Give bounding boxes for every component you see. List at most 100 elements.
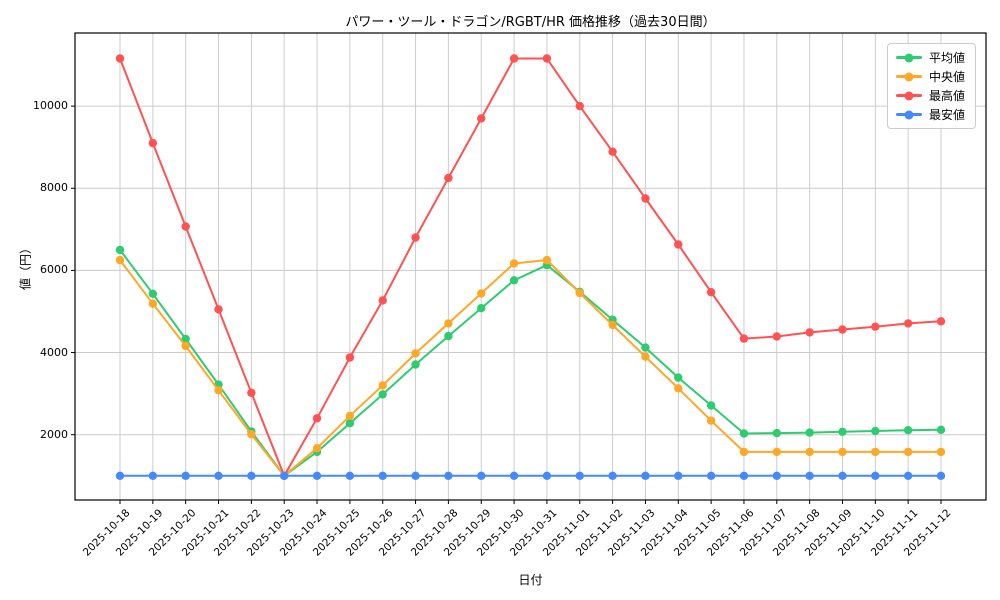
series-line	[119, 57, 942, 479]
data-point-marker	[674, 384, 683, 393]
data-point-marker	[411, 360, 420, 369]
data-point-marker	[345, 411, 355, 420]
data-point-marker	[575, 288, 584, 298]
data-point-marker	[936, 471, 946, 480]
data-point-marker	[936, 425, 946, 434]
data-point-marker	[641, 194, 650, 203]
data-point-marker	[838, 447, 847, 457]
data-point-marker	[706, 471, 716, 480]
y-tick-label: 8000	[40, 181, 68, 195]
data-point-marker	[608, 471, 617, 480]
data-point-marker	[247, 388, 256, 397]
data-point-marker	[312, 444, 322, 453]
data-point-marker	[838, 427, 847, 436]
data-point-marker	[214, 471, 223, 480]
data-point-marker	[148, 299, 158, 308]
data-point-marker	[181, 222, 190, 231]
data-point-marker	[608, 147, 617, 156]
data-point-marker	[115, 245, 125, 255]
data-point-marker	[378, 296, 387, 305]
axes-frame	[74, 32, 987, 501]
data-point-marker	[739, 429, 749, 438]
data-point-marker	[871, 471, 880, 480]
data-point-marker	[378, 381, 387, 390]
series-line	[119, 259, 941, 478]
data-point-marker	[477, 114, 486, 123]
data-point-marker	[411, 349, 420, 358]
data-point-marker	[444, 173, 453, 183]
data-point-marker	[148, 289, 158, 298]
data-point-marker	[739, 471, 749, 480]
data-point-marker	[871, 322, 880, 331]
data-point-marker	[674, 240, 683, 249]
data-point-marker	[772, 428, 781, 438]
legend-line-marker-icon	[896, 91, 922, 100]
legend-label: 平均値	[929, 51, 966, 65]
legend-item: 平均値	[896, 50, 965, 65]
legend-label: 最安値	[929, 108, 966, 122]
data-point-marker	[312, 471, 322, 480]
data-point-marker	[805, 428, 814, 437]
data-point-marker	[641, 352, 650, 361]
data-point-marker	[739, 334, 749, 343]
data-point-marker	[575, 101, 584, 111]
data-point-marker	[903, 319, 913, 328]
x-axis-label: 日付	[518, 573, 543, 587]
data-point-marker	[214, 386, 223, 395]
y-tick-label: 10000	[33, 99, 68, 113]
y-tick-label: 6000	[40, 263, 68, 277]
data-point-marker	[345, 419, 355, 428]
data-point-marker	[641, 471, 650, 480]
data-point-marker	[444, 471, 453, 480]
data-point-marker	[509, 276, 519, 285]
data-point-marker	[509, 471, 519, 480]
data-point-marker	[903, 426, 913, 435]
data-point-marker	[706, 288, 716, 297]
data-point-marker	[345, 471, 355, 480]
data-point-marker	[115, 54, 125, 63]
data-point-marker	[772, 471, 781, 480]
data-point-marker	[181, 341, 190, 351]
chart-title: パワー・ツール・ドラゴン/RGBT/HR 価格推移（過去30日間）	[345, 15, 716, 30]
data-point-marker	[477, 289, 486, 298]
data-point-marker	[936, 447, 946, 457]
data-point-marker	[378, 390, 387, 399]
data-point-marker	[739, 447, 749, 457]
legend-label: 中央値	[929, 70, 966, 84]
data-point-marker	[411, 233, 420, 242]
data-point-marker	[542, 471, 552, 480]
data-point-marker	[706, 416, 716, 425]
data-point-marker	[115, 255, 125, 265]
data-point-marker	[312, 414, 322, 423]
data-point-marker	[148, 138, 158, 148]
legend-line-marker-icon	[896, 72, 922, 81]
data-point-marker	[214, 305, 223, 314]
data-point-marker	[871, 447, 880, 457]
data-point-marker	[805, 471, 814, 480]
data-point-marker	[772, 332, 781, 341]
legend-label: 最高値	[929, 89, 966, 103]
data-point-marker	[247, 471, 256, 480]
data-point-marker	[509, 259, 519, 268]
legend: 平均値中央値最高値最安値	[887, 43, 977, 129]
data-point-marker	[674, 373, 683, 382]
legend-dot-icon	[904, 91, 914, 100]
data-point-marker	[838, 325, 847, 334]
data-point-marker	[378, 471, 387, 480]
data-point-marker	[575, 471, 584, 480]
data-point-marker	[148, 471, 158, 480]
legend-item: 中央値	[896, 69, 965, 84]
data-point-marker	[903, 447, 913, 457]
data-point-marker	[542, 255, 552, 265]
data-point-marker	[247, 430, 256, 439]
data-point-marker	[509, 54, 519, 63]
y-tick-label: 2000	[40, 427, 68, 441]
data-point-marker	[444, 319, 453, 328]
data-point-marker	[936, 317, 946, 326]
data-point-marker	[444, 331, 453, 341]
data-point-marker	[542, 54, 552, 63]
data-point-marker	[477, 471, 486, 480]
series-line	[119, 249, 942, 478]
data-point-marker	[871, 426, 880, 436]
